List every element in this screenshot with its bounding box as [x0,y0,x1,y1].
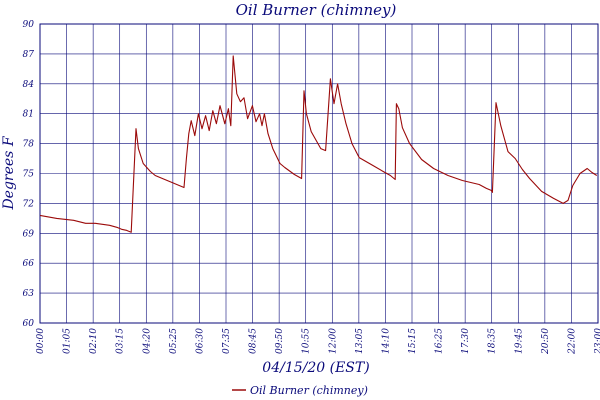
series-layer [39,55,598,233]
x-tick-label: 13:05 [355,328,365,354]
x-tick-label: 20:50 [541,328,551,355]
x-tick-label: 02:10 [89,328,99,354]
y-axis-tick-labels: 60 63 66 69 72 75 78 81 84 87 90 [23,20,35,329]
x-tick-label: 07:35 [222,328,232,354]
series-line [39,55,598,233]
y-tick-label: 66 [23,259,35,269]
legend: Oil Burner (chimney) [232,384,368,397]
x-tick-label: 05:25 [169,328,179,354]
x-tick-label: 03:15 [116,328,126,354]
x-tick-label: 16:25 [435,328,445,354]
x-tick-label: 10:55 [302,328,312,354]
y-tick-label: 90 [23,20,35,30]
x-axis-tick-labels: 00:00 01:05 02:10 03:15 04:20 05:25 06:30 07:35… [36,328,600,355]
legend-label: Oil Burner (chimney) [250,384,368,397]
y-tick-label: 75 [23,170,35,180]
y-tick-label: 84 [23,80,35,90]
x-tick-label: 01:05 [63,328,73,354]
x-axis-title: 04/15/20 (EST) [262,360,369,376]
x-tick-label: 04:20 [142,328,152,354]
x-tick-label: 12:00 [328,328,338,354]
y-tick-label: 60 [23,319,35,329]
x-tick-label: 15:15 [408,328,418,354]
y-tick-label: 63 [23,289,35,299]
x-tick-label: 18:35 [488,328,498,354]
x-tick-label: 14:10 [381,328,391,354]
y-tick-label: 87 [23,50,35,60]
x-tick-label: 17:30 [461,328,471,354]
y-tick-label: 78 [23,140,35,150]
y-tick-label: 81 [23,110,34,120]
y-axis-title: Degrees F [1,135,17,210]
plot-area-border [39,23,599,324]
x-tick-label: 08:45 [249,328,259,354]
chart-title: Oil Burner (chimney) [236,1,397,19]
x-tick-label: 06:30 [195,328,205,354]
x-tick-label: 19:45 [514,328,524,354]
y-tick-label: 72 [23,199,35,209]
y-tick-label: 69 [23,229,35,239]
x-tick-label: 23:00 [594,328,600,355]
x-tick-label: 09:50 [275,328,285,354]
x-tick-label: 22:00 [567,328,577,355]
x-tick-label: 00:00 [36,328,46,354]
